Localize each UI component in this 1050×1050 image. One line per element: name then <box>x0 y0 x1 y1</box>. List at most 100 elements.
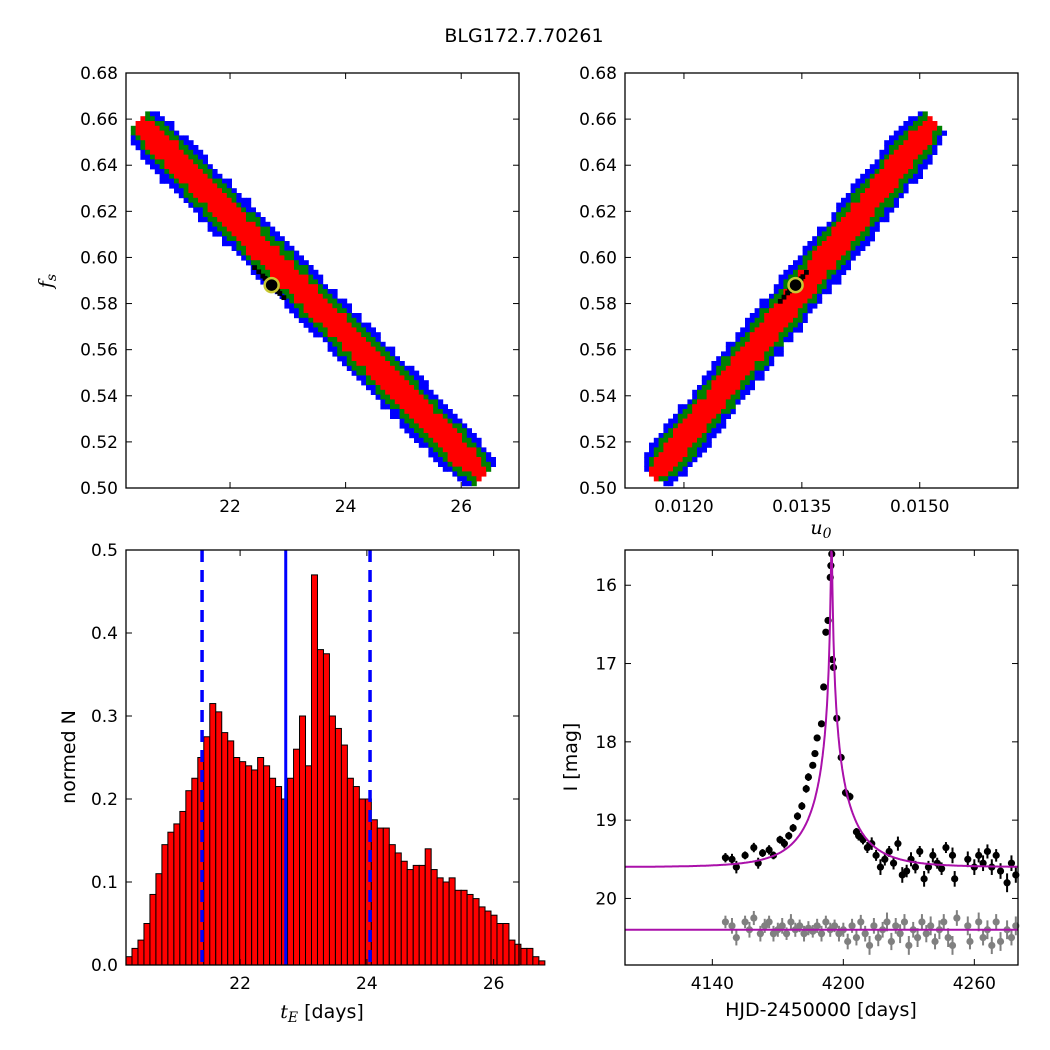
sigma2-cell <box>457 466 463 472</box>
panel-fs-vs-u0: 0.0120 0.0135 0.01500.500.520.540.560.580.… <box>579 64 1019 542</box>
sigma2-cell <box>346 351 352 357</box>
sigma1-cell <box>183 164 189 170</box>
sigma2-cell <box>222 188 228 194</box>
sigma2-cell <box>260 265 266 271</box>
sigma3-cell <box>486 457 492 463</box>
sigma3-cell <box>932 145 938 151</box>
sigma1-cell <box>457 457 463 463</box>
source-point <box>924 863 933 871</box>
sigma1-cell <box>361 341 367 347</box>
sigma2-cell <box>778 293 784 299</box>
sigma2-cell <box>850 241 856 247</box>
sigma2-cell <box>150 154 156 160</box>
sigma3-cell <box>423 380 429 386</box>
sigma3-cell <box>356 313 362 319</box>
sigma2-cell <box>183 193 189 199</box>
sigma1-cell <box>169 140 175 146</box>
sigma2-cell <box>826 226 832 232</box>
histogram-bar <box>496 923 504 966</box>
sigma2-cell <box>457 428 463 434</box>
sigma1-cell <box>797 293 803 299</box>
sigma1-cell <box>476 466 482 472</box>
sigma3-cell <box>879 149 885 155</box>
sigma3-cell <box>289 303 295 309</box>
sigma3-cell <box>754 370 760 376</box>
sigma2-cell <box>932 140 938 146</box>
sigma1-cell <box>869 197 875 203</box>
sigma1-cell <box>658 461 664 467</box>
sigma1-cell <box>850 202 856 208</box>
sigma3-cell <box>313 274 319 280</box>
sigma1-cell <box>274 255 280 261</box>
sigma3-cell <box>236 197 242 203</box>
sigma1-cell <box>725 394 731 400</box>
sigma2-cell <box>807 298 813 304</box>
sigma1-cell <box>174 145 180 151</box>
sigma2-cell <box>313 279 319 285</box>
sigma1-cell <box>850 212 856 218</box>
sigma2-cell <box>677 461 683 467</box>
sigma3-cell <box>471 433 477 439</box>
sigma2-cell <box>687 404 693 410</box>
sigma1-cell <box>409 399 415 405</box>
sigma1-cell <box>361 356 367 362</box>
sigma1-cell <box>135 130 141 136</box>
sigma1-cell <box>414 399 420 405</box>
baseline-point <box>796 922 804 930</box>
sigma3-cell <box>884 140 890 146</box>
lightcurve-data <box>625 549 1020 955</box>
source-point <box>903 867 911 875</box>
sigma3-cell <box>754 375 760 381</box>
sigma3-cell <box>394 356 400 362</box>
sigma1-cell <box>442 428 448 434</box>
sigma3-cell <box>308 327 314 333</box>
source-point <box>750 843 758 852</box>
sigma1-cell <box>154 135 160 141</box>
sigma3-cell <box>212 231 218 237</box>
histogram-bar <box>263 765 271 966</box>
sigma1-cell <box>730 356 736 362</box>
sigma2-cell <box>169 130 175 136</box>
sigma1-cell <box>418 404 424 410</box>
sigma2-cell <box>649 457 655 463</box>
sigma1-cell <box>322 317 328 323</box>
sigma2-cell <box>370 380 376 386</box>
histogram-bar <box>209 703 217 966</box>
sigma1-cell <box>917 140 923 146</box>
sigma1-cell <box>673 447 679 453</box>
sigma3-cell <box>313 269 319 275</box>
sigma1-cell <box>668 457 674 463</box>
sigma2-cell <box>831 269 837 275</box>
sigma2-cell <box>821 231 827 237</box>
sigma1-cell <box>476 461 482 467</box>
sigma3-cell <box>841 269 847 275</box>
sigma2-cell <box>697 389 703 395</box>
sigma1-cell <box>701 428 707 434</box>
sigma1-cell <box>692 423 698 429</box>
sigma1-cell <box>817 245 823 251</box>
sigma1-cell <box>174 164 180 170</box>
histogram-bar <box>508 939 516 966</box>
y-tick-label: 17 <box>595 655 617 675</box>
sigma3-cell <box>745 385 751 391</box>
sigma3-cell <box>255 274 261 280</box>
sigma2-cell <box>913 164 919 170</box>
sigma3-cell <box>817 231 823 237</box>
sigma2-cell <box>169 173 175 179</box>
sigma2-cell <box>385 351 391 357</box>
baseline-point <box>848 922 856 930</box>
sigma1-cell <box>778 327 784 333</box>
sigma1-cell <box>913 145 919 151</box>
sigma1-cell <box>476 457 482 463</box>
sigma3-cell <box>745 317 751 323</box>
sigma2-cell <box>725 361 731 367</box>
sigma1-cell <box>457 442 463 448</box>
sigma1-cell <box>908 159 914 165</box>
sigma3-cell <box>159 169 165 175</box>
sigma1-cell <box>433 437 439 443</box>
sigma1-cell <box>375 351 381 357</box>
histogram-bar <box>125 956 133 966</box>
sigma1-cell <box>836 255 842 261</box>
histogram-bar <box>149 893 157 966</box>
sigma1-cell <box>394 375 400 381</box>
